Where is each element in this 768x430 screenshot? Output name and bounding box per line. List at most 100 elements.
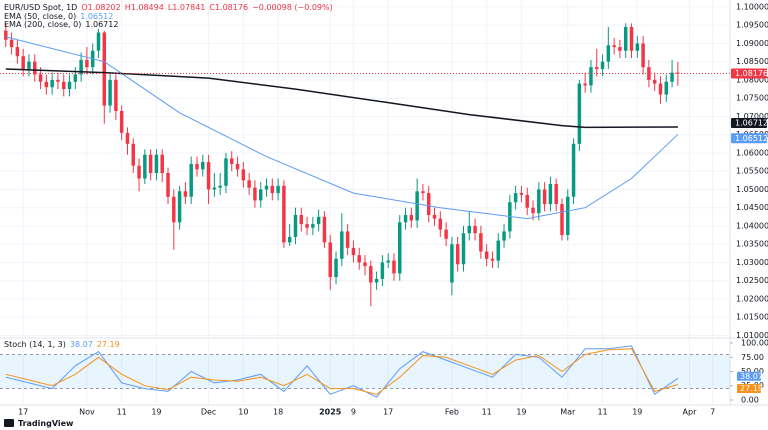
candle-body <box>612 45 616 48</box>
candle-body <box>253 187 257 201</box>
candle-body <box>119 110 124 133</box>
candle-body <box>38 74 43 82</box>
candle-body <box>206 162 211 190</box>
legend-entry: EMA (50, close, 0) 1.06512 <box>4 12 113 21</box>
candle-body <box>166 173 170 197</box>
candle-body <box>595 67 599 69</box>
candle-body <box>351 247 356 256</box>
x-tick-label: 19 <box>516 408 526 417</box>
candle-body <box>195 163 199 170</box>
y-tick-label: 1.05500 <box>736 167 768 176</box>
candle-body <box>247 180 251 188</box>
x-tick-label: 7 <box>710 408 715 417</box>
y-tick-label: 1.10000 <box>736 2 768 11</box>
candle-body <box>392 260 396 274</box>
price-badge-label: 1.06712 <box>735 118 768 127</box>
candle-body <box>21 56 25 69</box>
candle-body <box>270 185 275 194</box>
candle-body <box>218 185 222 188</box>
y-tick-label: 1.03500 <box>736 240 768 249</box>
candle-body <box>177 191 182 223</box>
candle-body <box>311 224 315 228</box>
candle-body <box>15 47 20 57</box>
candle-body <box>403 214 408 223</box>
y-tick-label: 1.09000 <box>736 39 768 48</box>
candle-body <box>50 79 54 88</box>
candle-body <box>316 216 321 225</box>
candle-body <box>409 214 414 221</box>
candle-body <box>589 67 593 86</box>
stoch-legend: Stoch (14, 1, 3) 38.07 27.19 <box>4 340 120 349</box>
candle-body <box>305 224 309 228</box>
candle-body <box>241 169 246 181</box>
candle-body <box>160 154 164 174</box>
candle-body <box>189 163 193 197</box>
stoch-badge <box>737 371 761 381</box>
y-tick-label: 1.08500 <box>736 57 768 66</box>
candle-body <box>33 61 37 75</box>
price-badge <box>731 133 767 144</box>
candle-body <box>467 225 472 234</box>
candle-body <box>577 83 582 144</box>
legend-name: EMA (200, close, 0) <box>4 20 81 29</box>
candle-body <box>566 196 570 236</box>
candle-body <box>102 32 107 106</box>
candle-body <box>276 185 280 194</box>
candle-body <box>502 231 506 241</box>
ema-line <box>5 68 678 129</box>
candle-body <box>623 27 628 51</box>
brand-logo: TradingView <box>18 419 74 428</box>
y-tick-label: 75.00 <box>741 353 764 362</box>
candle-body <box>44 81 49 88</box>
candle-body <box>676 72 680 74</box>
y-tick-label: 1.04000 <box>736 221 768 230</box>
candle-body <box>583 83 587 86</box>
candle-body <box>531 207 535 214</box>
candle-body <box>652 79 657 84</box>
candle-body <box>496 240 500 261</box>
stoch-line <box>5 348 679 395</box>
x-tick-label: 19 <box>632 408 642 417</box>
x-tick-label: 18 <box>273 408 283 417</box>
price-badge-label: 1.08176 <box>735 69 768 78</box>
y-tick-label: 50.00 <box>741 367 764 376</box>
candle-body <box>432 214 437 219</box>
candle-body <box>386 260 390 263</box>
y-tick-label: 1.06000 <box>736 148 768 157</box>
x-tick-label: Mar <box>560 408 576 417</box>
candle-body <box>444 229 448 239</box>
candle-body <box>537 189 541 214</box>
y-tick-label: 1.07000 <box>736 112 768 121</box>
candle-body <box>299 214 304 225</box>
candle-body <box>554 183 558 205</box>
candle-body <box>345 231 350 248</box>
candle-body <box>421 191 425 194</box>
candle-body <box>606 45 611 62</box>
candle-body <box>438 218 443 230</box>
candle-body <box>27 61 31 69</box>
ohlc-legend: O1.08202 <box>81 3 120 12</box>
candle-body <box>415 191 419 221</box>
x-tick-label: Nov <box>79 408 95 417</box>
candle-body <box>79 59 83 75</box>
candle-body <box>224 158 228 186</box>
x-tick-label: 17 <box>18 408 28 417</box>
y-tick-label: 1.02500 <box>736 276 768 285</box>
ohlc-legend: L1.07841 <box>168 3 206 12</box>
candle-body <box>125 132 130 144</box>
x-tick-label: 19 <box>151 408 161 417</box>
x-tick-label: 10 <box>238 408 248 417</box>
price-badge <box>731 68 767 79</box>
x-tick-label: Apr <box>683 408 698 417</box>
brand-text: TradingView <box>18 419 74 428</box>
candle-body <box>61 81 66 90</box>
y-tick-label: 1.03000 <box>736 258 768 267</box>
candle-body <box>629 27 634 51</box>
candle-body <box>670 72 674 82</box>
candle-body <box>67 81 72 90</box>
candle-body <box>143 154 147 179</box>
candle-body <box>513 193 518 203</box>
